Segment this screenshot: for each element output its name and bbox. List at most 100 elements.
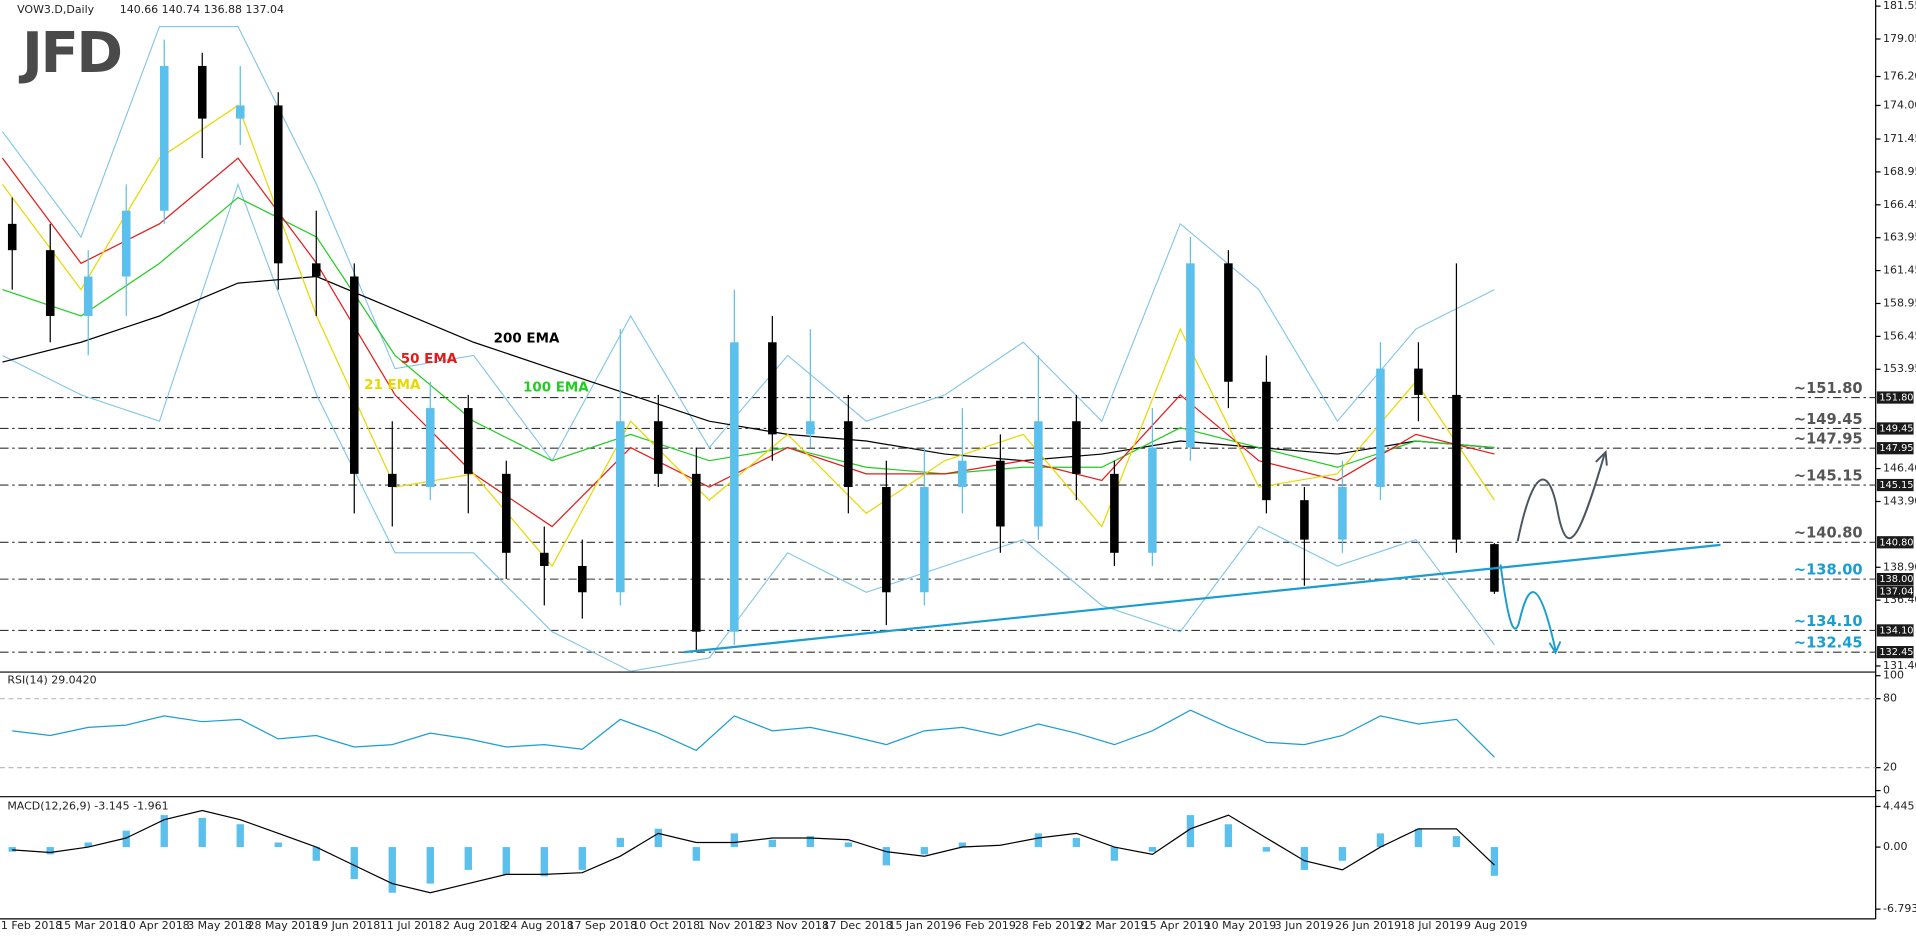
macd-bar [388, 847, 396, 893]
level-tag: 147.95 [1879, 443, 1913, 454]
macd-bar [46, 847, 54, 855]
macd-bar [502, 847, 510, 875]
candle-body [730, 342, 739, 632]
y-tick-label: 80 [1883, 692, 1897, 705]
candle-body [159, 65, 169, 211]
candle-body [578, 565, 587, 593]
ema-line [2, 196, 1495, 475]
macd-bar [1338, 847, 1347, 861]
x-tick-label: 10 Apr 2018 [122, 919, 190, 932]
macd-bar [768, 839, 776, 848]
macd-bar [844, 842, 853, 848]
macd-bar [8, 847, 16, 852]
candle-body [996, 460, 1005, 527]
candle-body [616, 421, 625, 593]
y-tick-label: 171.45 [1883, 132, 1916, 145]
candle-body [654, 421, 663, 474]
rsi-line [12, 709, 1495, 758]
candle-body [844, 421, 853, 488]
candle-body [768, 342, 777, 435]
level-tag: 140.80 [1879, 537, 1913, 548]
x-tick-label: 10 Oct 2018 [632, 919, 700, 932]
y-tick-label: 0.00 [1883, 840, 1907, 853]
macd-bar [84, 842, 92, 848]
macd-bar [312, 847, 320, 861]
macd-bar [730, 833, 738, 848]
x-tick-label: 21 Feb 2018 [0, 919, 62, 932]
scenario-arrows [1499, 449, 1608, 655]
candle-body [273, 105, 283, 264]
ema-label: 50 EMA [401, 352, 458, 367]
ema-label: 21 EMA [364, 378, 421, 393]
y-tick-label: 158.95 [1883, 296, 1916, 309]
candle-body [1034, 421, 1043, 527]
level-label: ~138.00 [1794, 562, 1863, 579]
macd-bar [654, 828, 662, 848]
candle-body [7, 223, 17, 251]
x-tick-label: 19 Jun 2018 [314, 919, 380, 932]
candle-body [1376, 368, 1385, 488]
level-label: ~132.45 [1794, 635, 1863, 652]
candle-body [121, 210, 131, 277]
up-arrowhead [1595, 449, 1608, 466]
level-tag-box [1876, 646, 1914, 659]
candle-body [311, 263, 321, 277]
y-tick-label: 131.40 [1883, 659, 1916, 672]
macd-bar [540, 847, 548, 877]
ema-line [1, 104, 1495, 568]
ema-label: 100 EMA [523, 380, 589, 395]
macd-bar [616, 837, 624, 848]
level-tag: 145.15 [1879, 480, 1913, 491]
ema-label: 200 EMA [494, 331, 560, 346]
macd-bar [1034, 833, 1043, 848]
level-tag: 134.10 [1879, 625, 1913, 636]
candle-body [1300, 500, 1309, 540]
candle-body [1262, 381, 1271, 501]
candle-body [882, 487, 891, 593]
y-tick-label: 156.45 [1883, 329, 1916, 342]
macd-bar [1224, 824, 1233, 848]
x-tick-label: 18 Jul 2019 [1401, 919, 1463, 932]
x-tick-label: 17 Dec 2018 [823, 919, 893, 932]
macd-bar [426, 847, 434, 884]
candle-body [1148, 447, 1157, 553]
trendline [684, 543, 1721, 654]
candle-body [1452, 394, 1461, 540]
macd-bar [1414, 828, 1423, 848]
macd-bar [1262, 847, 1271, 852]
y-tick-label: 143.90 [1883, 494, 1916, 507]
macd-bar [692, 847, 700, 861]
macd-bar [958, 842, 967, 848]
macd-bar [1072, 837, 1081, 848]
level-label: ~147.95 [1794, 431, 1863, 448]
candle-body [958, 460, 967, 488]
candle-body [1338, 487, 1347, 540]
x-tick-label: 28 May 2018 [248, 919, 320, 932]
candle-body [1186, 263, 1195, 448]
bollinger-upper [2, 25, 1495, 462]
x-tick-label: 23 Nov 2018 [759, 919, 829, 932]
level-tag-box [1876, 536, 1914, 549]
x-tick-label: 3 May 2018 [187, 919, 252, 932]
y-tick-label: -6.793 [1883, 902, 1916, 915]
candle-body [197, 65, 207, 119]
x-tick-label: 28 Feb 2019 [1015, 919, 1083, 932]
candle-body [349, 276, 359, 474]
macd-bar [350, 847, 358, 880]
x-tick-label: 9 Aug 2019 [1464, 919, 1527, 932]
level-label: ~145.15 [1794, 467, 1863, 484]
macd-bar [464, 847, 472, 870]
candle-body [920, 487, 929, 593]
down-arrow [1499, 564, 1557, 651]
y-tick-label: 138.90 [1883, 560, 1916, 573]
candle-body [540, 552, 549, 566]
level-tag: 138.00 [1879, 574, 1913, 585]
macd-bar [1452, 836, 1461, 848]
y-tick-label: 100 [1883, 669, 1904, 682]
y-tick-label: 0 [1883, 784, 1890, 797]
level-tag-box [1876, 422, 1914, 435]
candle-body [464, 408, 473, 474]
y-tick-label: 181.55 [1883, 0, 1916, 12]
x-tick-label: 15 Jan 2019 [888, 919, 954, 932]
